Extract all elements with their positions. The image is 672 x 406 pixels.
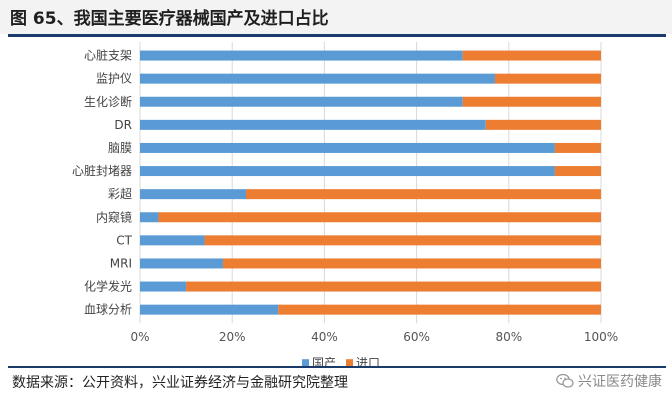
x-tick-label: 80% (495, 330, 522, 344)
category-label: 生化诊断 (84, 94, 132, 109)
page-title: 图 65、我国主要医疗器械国产及进口占比 (10, 9, 329, 29)
bar-import (222, 258, 602, 269)
top-rule (8, 34, 666, 37)
bar-domestic (140, 235, 205, 246)
bars (140, 50, 602, 315)
bar-domestic (140, 189, 247, 200)
x-tick-label: 20% (219, 330, 246, 344)
bar-import (186, 281, 601, 292)
bar-domestic (140, 73, 495, 84)
category-label: MRI (110, 256, 132, 270)
bar-import (158, 212, 601, 223)
legend-label: 进口 (356, 356, 380, 366)
bar-domestic (140, 281, 187, 292)
category-label: 心脏支架 (84, 48, 132, 63)
source-note: 数据来源：公开资料，兴业证券经济与金融研究院整理 (12, 375, 348, 391)
x-tick-label: 100% (584, 330, 618, 344)
bar-import (204, 235, 602, 246)
bar-import (278, 304, 601, 315)
category-label: DR (114, 118, 132, 132)
category-label: 化学发光 (84, 279, 132, 294)
category-label: 血球分析 (84, 303, 132, 317)
bar-import (554, 142, 601, 153)
watermark: 兴证医药健康 (556, 371, 662, 391)
legend-swatch (302, 359, 309, 366)
x-tick-labels: 0% 20% 40% 60% 80% 100% (130, 330, 618, 344)
category-label: 彩超 (108, 186, 132, 201)
x-tick-label: 0% (130, 330, 149, 344)
category-label: 内窥镜 (96, 209, 132, 224)
bar-domestic (140, 142, 555, 153)
category-label: CT (116, 233, 132, 247)
legend-swatch (346, 359, 353, 366)
x-tick-label: 40% (311, 330, 338, 344)
bottom-rule (8, 366, 666, 368)
bar-import (485, 119, 601, 130)
bar-domestic (140, 50, 463, 61)
bar-import (246, 189, 601, 200)
header-bar (0, 0, 672, 34)
x-tick-label: 60% (403, 330, 430, 344)
watermark-text: 兴证医药健康 (578, 374, 662, 390)
legend-label: 国产 (312, 356, 336, 366)
grid-lines (139, 42, 602, 324)
bar-domestic (140, 96, 463, 107)
legend: 国产 进口 (302, 356, 380, 366)
category-label: 监护仪 (96, 72, 132, 86)
category-label: 脑膜 (108, 141, 132, 155)
bar-domestic (140, 304, 279, 315)
bar-domestic (140, 166, 555, 177)
wechat-icon (556, 373, 574, 388)
bar-domestic (140, 212, 159, 223)
bar-domestic (140, 258, 223, 269)
bar-import (462, 50, 601, 61)
bar-import (462, 96, 601, 107)
bar-domestic (140, 119, 486, 130)
bar-import (494, 73, 601, 84)
bar-import (554, 166, 601, 177)
category-label: 心脏封堵器 (72, 163, 132, 178)
